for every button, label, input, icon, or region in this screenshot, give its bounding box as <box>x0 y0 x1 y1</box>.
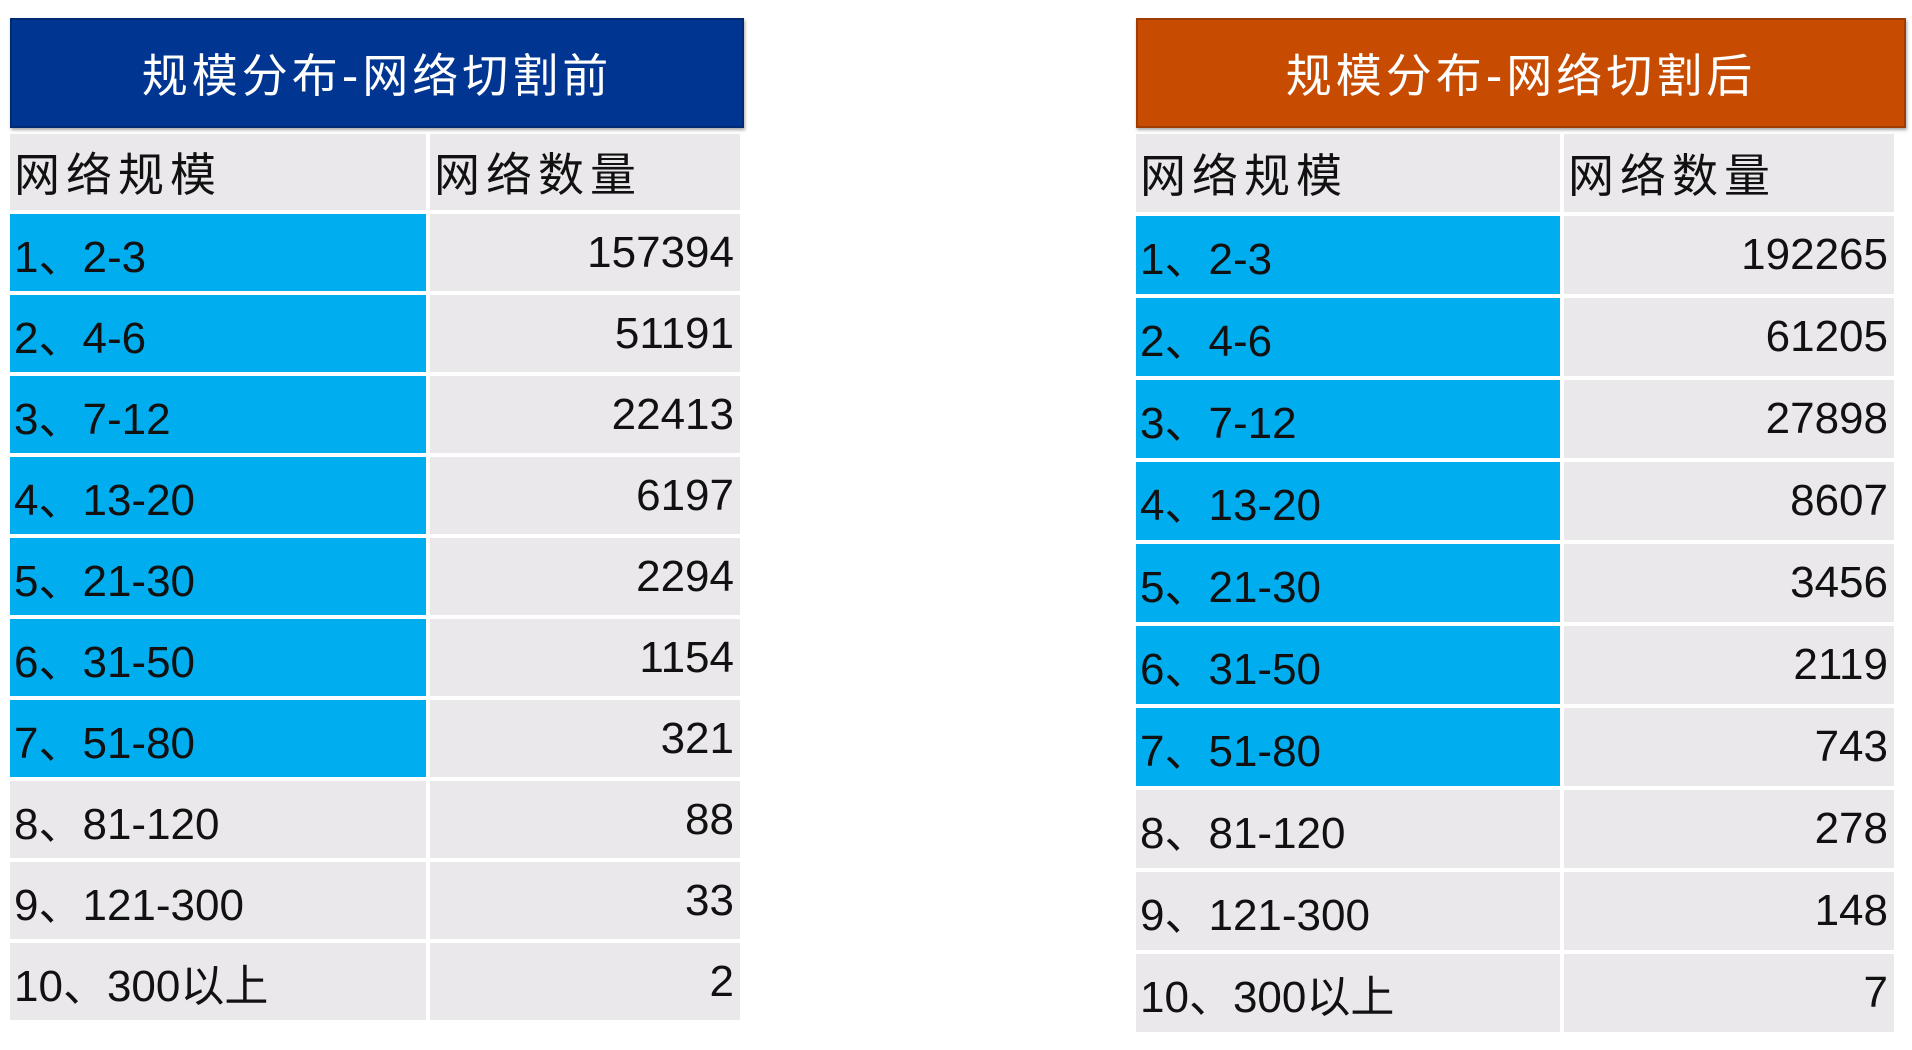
table-row: 5、21-30 2294 <box>10 538 740 615</box>
table-row: 5、21-30 3456 <box>1136 544 1894 622</box>
table-row: 3、7-12 22413 <box>10 376 740 453</box>
title-before-split: 规模分布-网络切割前 <box>10 18 744 128</box>
size-cell: 6、31-50 <box>1136 626 1560 704</box>
table-row: 6、31-50 2119 <box>1136 626 1894 704</box>
size-cell: 2、4-6 <box>10 295 426 372</box>
count-cell: 7 <box>1564 954 1894 1032</box>
table-row: 6、31-50 1154 <box>10 619 740 696</box>
table-row: 3、7-12 27898 <box>1136 380 1894 458</box>
size-cell: 5、21-30 <box>1136 544 1560 622</box>
size-cell: 10、300以上 <box>1136 954 1560 1032</box>
panel-after-split: 规模分布-网络切割后 网络规模 网络数量 1、2-3 192265 2、4-6 … <box>1136 18 1906 1036</box>
count-cell: 157394 <box>430 214 740 291</box>
table-row: 4、13-20 8607 <box>1136 462 1894 540</box>
table-row: 9、121-300 148 <box>1136 872 1894 950</box>
size-cell: 3、7-12 <box>1136 380 1560 458</box>
size-cell: 8、81-120 <box>1136 790 1560 868</box>
title-after-split: 规模分布-网络切割后 <box>1136 18 1906 128</box>
count-cell: 148 <box>1564 872 1894 950</box>
count-cell: 27898 <box>1564 380 1894 458</box>
table-row: 1、2-3 192265 <box>1136 216 1894 294</box>
size-cell: 10、300以上 <box>10 943 426 1020</box>
size-cell: 3、7-12 <box>10 376 426 453</box>
count-cell: 1154 <box>430 619 740 696</box>
count-cell: 2 <box>430 943 740 1020</box>
size-cell: 9、121-300 <box>10 862 426 939</box>
table-row: 4、13-20 6197 <box>10 457 740 534</box>
table-after-split: 网络规模 网络数量 1、2-3 192265 2、4-6 61205 3、7-1… <box>1132 130 1898 1036</box>
column-header-network-count: 网络数量 <box>430 134 740 210</box>
count-cell: 3456 <box>1564 544 1894 622</box>
table-row: 10、300以上 2 <box>10 943 740 1020</box>
size-cell: 1、2-3 <box>10 214 426 291</box>
table-header-row: 网络规模 网络数量 <box>10 134 740 210</box>
count-cell: 33 <box>430 862 740 939</box>
size-cell: 8、81-120 <box>10 781 426 858</box>
size-cell: 9、121-300 <box>1136 872 1560 950</box>
count-cell: 743 <box>1564 708 1894 786</box>
count-cell: 321 <box>430 700 740 777</box>
table-row: 9、121-300 33 <box>10 862 740 939</box>
count-cell: 8607 <box>1564 462 1894 540</box>
count-cell: 61205 <box>1564 298 1894 376</box>
size-cell: 4、13-20 <box>10 457 426 534</box>
size-cell: 6、31-50 <box>10 619 426 696</box>
size-cell: 5、21-30 <box>10 538 426 615</box>
column-header-network-count: 网络数量 <box>1564 134 1894 212</box>
table-row: 2、4-6 51191 <box>10 295 740 372</box>
count-cell: 2119 <box>1564 626 1894 704</box>
size-cell: 4、13-20 <box>1136 462 1560 540</box>
count-cell: 6197 <box>430 457 740 534</box>
table-before-split: 网络规模 网络数量 1、2-3 157394 2、4-6 51191 3、7-1… <box>6 130 744 1024</box>
count-cell: 192265 <box>1564 216 1894 294</box>
size-cell: 1、2-3 <box>1136 216 1560 294</box>
table-row: 7、51-80 743 <box>1136 708 1894 786</box>
count-cell: 22413 <box>430 376 740 453</box>
count-cell: 88 <box>430 781 740 858</box>
table-row: 8、81-120 88 <box>10 781 740 858</box>
count-cell: 2294 <box>430 538 740 615</box>
column-header-network-size: 网络规模 <box>10 134 426 210</box>
table-header-row: 网络规模 网络数量 <box>1136 134 1894 212</box>
size-cell: 7、51-80 <box>1136 708 1560 786</box>
table-row: 2、4-6 61205 <box>1136 298 1894 376</box>
size-cell: 7、51-80 <box>10 700 426 777</box>
table-row: 8、81-120 278 <box>1136 790 1894 868</box>
panel-before-split: 规模分布-网络切割前 网络规模 网络数量 1、2-3 157394 2、4-6 … <box>10 18 744 1024</box>
table-row: 1、2-3 157394 <box>10 214 740 291</box>
count-cell: 51191 <box>430 295 740 372</box>
table-row: 7、51-80 321 <box>10 700 740 777</box>
size-cell: 2、4-6 <box>1136 298 1560 376</box>
count-cell: 278 <box>1564 790 1894 868</box>
column-header-network-size: 网络规模 <box>1136 134 1560 212</box>
table-row: 10、300以上 7 <box>1136 954 1894 1032</box>
